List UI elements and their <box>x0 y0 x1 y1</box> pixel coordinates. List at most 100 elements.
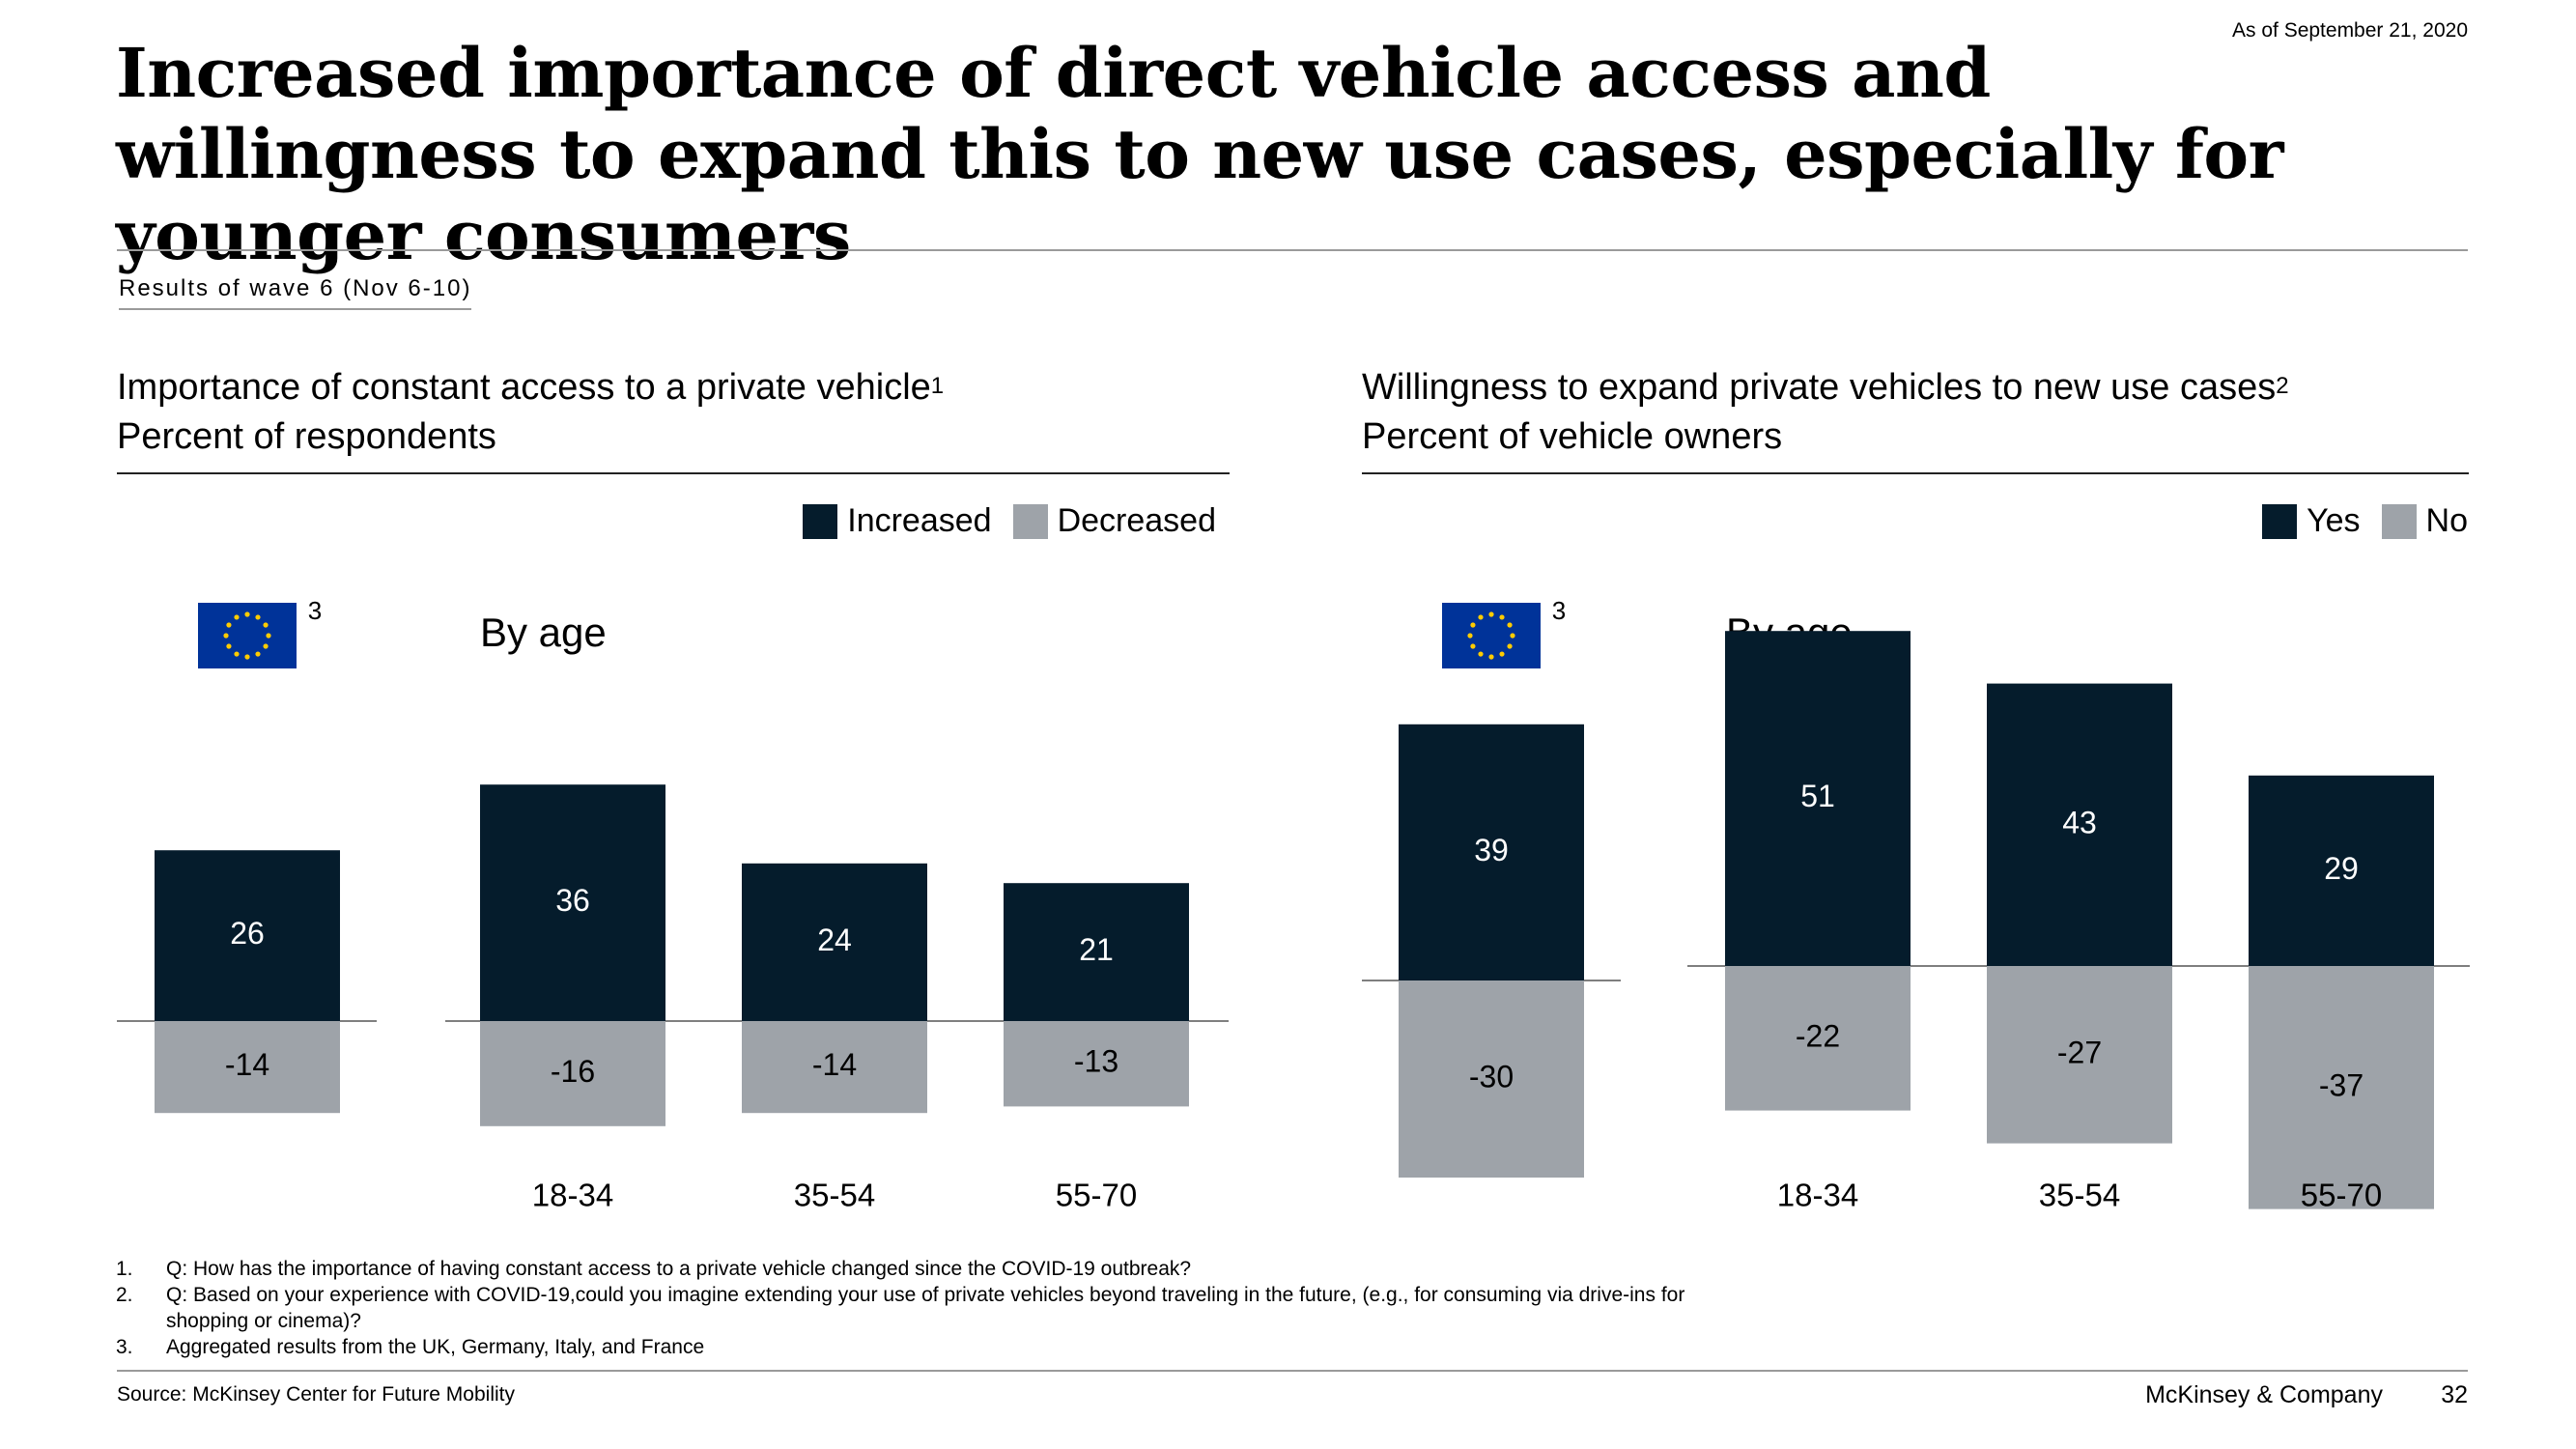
right-chart-category-label: 55-70 <box>2301 1178 2382 1213</box>
left-chart-bar-35-54-positive-label: 24 <box>817 923 852 957</box>
eu-flag-star <box>1478 651 1484 657</box>
eu-flag-star <box>1507 622 1513 628</box>
legend-label-decreased: Decreased <box>1057 502 1216 539</box>
right-chart-bar-18-34-positive-bar <box>1725 631 1911 966</box>
left-chart-bar-55-70-negative-bar <box>1004 1021 1189 1107</box>
footnote-number: 1. <box>116 1258 133 1280</box>
left-chart-bar-35-54-positive-bar <box>742 863 927 1021</box>
footnote-number: 3. <box>116 1336 133 1358</box>
footnotes: 1. Q: How has the importance of having co… <box>116 1256 1758 1360</box>
right-chart-bar-18-34-negative-bar <box>1725 966 1911 1111</box>
left-chart-overall-footnote: 3 <box>308 596 322 625</box>
footnote-2: 2. Q: Based on your experience with COVID… <box>116 1282 1758 1334</box>
left-chart-bar-55-70-positive-label: 21 <box>1079 932 1114 967</box>
charts-canvas: 26 -14 3 By age 36 -16 18-34 24 -14 35-54 21 -13 55-… <box>117 596 2470 1213</box>
right-chart-overall-negative-label: -30 <box>1469 1059 1514 1094</box>
right-chart-bar-55-70-positive-label: 29 <box>2324 851 2359 886</box>
footnote-3: 3. Aggregated results from the UK, German… <box>116 1334 1758 1360</box>
left-chart-legend: Increased Decreased <box>803 502 1216 540</box>
footer-divider <box>117 1370 2468 1372</box>
eu-flag-star <box>234 614 240 620</box>
left-chart-title-block: Importance of constant access to a priva… <box>117 365 944 459</box>
eu-flag-star <box>1478 614 1484 620</box>
right-chart-bar-55-70-negative-bar <box>2249 966 2434 1209</box>
left-chart-category-label: 18-34 <box>532 1178 613 1213</box>
left-chart-overall-positive-bar <box>155 850 340 1021</box>
right-chart-bar-18-34-negative-label: -22 <box>1796 1018 1840 1053</box>
left-chart-bar-18-34-positive-label: 36 <box>555 883 590 918</box>
eu-flag-star <box>244 654 250 660</box>
eu-flag-star <box>1499 614 1505 620</box>
page-title: Increased importance of direct vehicle a… <box>116 33 2284 275</box>
left-chart-bar-55-70-negative-label: -13 <box>1074 1044 1118 1079</box>
left-chart-subtitle: Percent of respondents <box>117 416 496 457</box>
left-chart-title: Importance of constant access to a priva… <box>117 367 931 408</box>
right-chart-category-label: 18-34 <box>1777 1178 1858 1213</box>
right-chart-bar-35-54-negative-label: -27 <box>2057 1035 2102 1069</box>
right-chart-title-footnote: 2 <box>2276 373 2289 399</box>
left-chart-bar-18-34-positive-bar <box>480 784 665 1021</box>
eu-flag-star <box>255 651 261 657</box>
right-chart-overall-positive-bar <box>1399 724 1584 980</box>
right-chart-title: Willingness to expand private vehicles t… <box>1362 367 2277 408</box>
legend-label-yes: Yes <box>2307 502 2361 539</box>
right-chart-legend: Yes No <box>2262 502 2468 540</box>
eu-flag-star <box>1470 622 1476 628</box>
as-of-date: As of September 21, 2020 <box>2232 19 2468 42</box>
legend-swatch-increased <box>803 503 838 539</box>
right-chart-bar-55-70-positive-bar <box>2249 775 2434 966</box>
eu-flag-star <box>1499 651 1505 657</box>
left-chart-title-footnote: 1 <box>930 373 945 399</box>
right-chart-bar-35-54-positive-bar <box>1987 683 2172 966</box>
left-chart-eu-flag-icon <box>198 603 297 668</box>
footnote-1: 1. Q: How has the importance of having co… <box>116 1256 1758 1282</box>
right-chart-category-label: 35-54 <box>2039 1178 2120 1213</box>
left-chart-bar-35-54-negative-label: -14 <box>812 1047 857 1082</box>
eu-flag-star <box>226 643 232 649</box>
title-divider <box>117 249 2468 251</box>
right-chart-overall-footnote: 3 <box>1552 596 1566 625</box>
right-chart-title-block: Willingness to expand private vehicles t… <box>1362 365 2289 459</box>
eu-flag-star <box>266 633 271 639</box>
page-number: 32 <box>2441 1381 2468 1408</box>
legend-swatch-no <box>2381 503 2417 539</box>
right-chart-subtitle: Percent of vehicle owners <box>1362 416 1783 457</box>
left-chart-bar-18-34-negative-label: -16 <box>551 1054 595 1089</box>
left-chart-bar-18-34-negative-bar <box>480 1021 665 1126</box>
eu-flag-star <box>255 614 261 620</box>
right-chart-eu-flag-icon <box>1442 603 1541 668</box>
eu-flag-star <box>1507 643 1513 649</box>
left-chart-overall-negative-bar <box>155 1021 340 1114</box>
eu-flag-star <box>263 622 269 628</box>
right-chart-bar-35-54-negative-bar <box>1987 966 2172 1144</box>
eu-flag-star <box>226 622 232 628</box>
left-chart-bar-35-54-negative-bar <box>742 1021 927 1114</box>
eu-flag-star <box>1488 654 1494 660</box>
footnote-number: 2. <box>116 1284 133 1306</box>
eu-flag-star <box>1470 643 1476 649</box>
legend-swatch-yes <box>2262 503 2298 539</box>
eu-flag-star <box>244 611 250 617</box>
right-chart-rule <box>1362 472 2469 474</box>
brand-name: McKinsey & Company <box>2145 1381 2383 1408</box>
left-chart-group-label: By age <box>480 610 607 655</box>
right-chart-bar-55-70-negative-label: -37 <box>2319 1067 2364 1102</box>
eu-flag-star <box>234 651 240 657</box>
left-chart-overall-negative-label: -14 <box>225 1047 269 1082</box>
footnote-text: Q: Based on your experience with COVID-1… <box>166 1284 1685 1332</box>
eu-flag-star <box>1510 633 1515 639</box>
wave-label: Results of wave 6 (Nov 6-10) <box>119 275 472 310</box>
eu-flag-star <box>223 633 229 639</box>
left-chart-overall-positive-label: 26 <box>230 916 265 951</box>
right-chart-bar-18-34-positive-label: 51 <box>1800 779 1835 813</box>
left-chart-category-label: 35-54 <box>794 1178 875 1213</box>
footnote-text: Q: How has the importance of having cons… <box>166 1258 1192 1280</box>
left-chart-category-label: 55-70 <box>1056 1178 1137 1213</box>
left-chart-rule <box>117 472 1230 474</box>
source-note: Source: McKinsey Center for Future Mobil… <box>117 1383 515 1406</box>
footnote-text: Aggregated results from the UK, Germany,… <box>166 1336 705 1358</box>
legend-label-no: No <box>2425 502 2468 539</box>
legend-swatch-decreased <box>1012 503 1048 539</box>
right-chart-bar-35-54-positive-label: 43 <box>2062 805 2097 839</box>
eu-flag-star <box>263 643 269 649</box>
